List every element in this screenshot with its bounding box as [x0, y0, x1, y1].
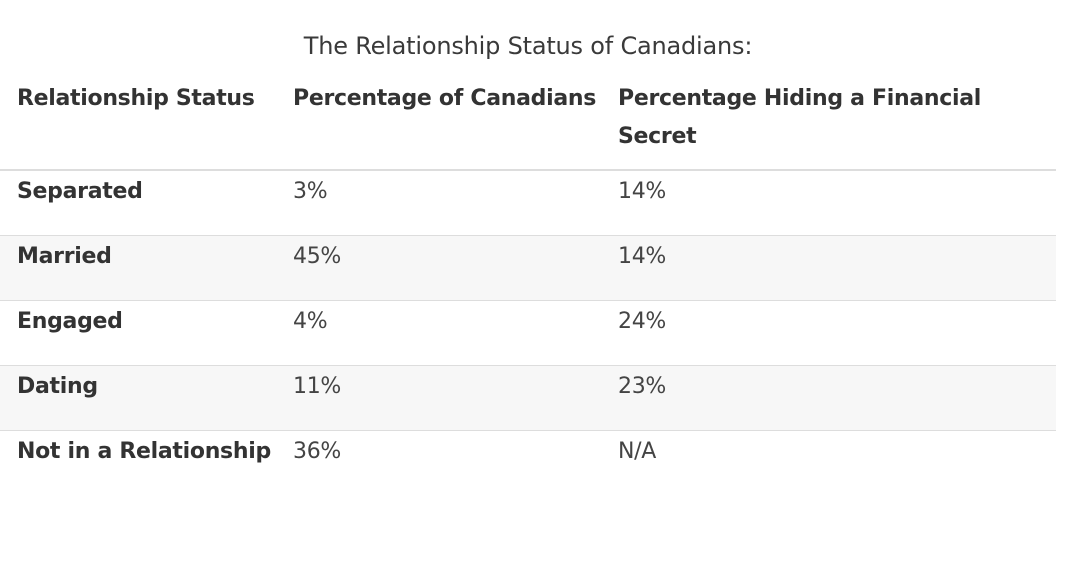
table-row: Not in a Relationship 36% N/A: [0, 429, 1056, 520]
table-row: Dating 11% 23%: [0, 364, 1056, 430]
table-row: Separated 3% 14%: [0, 169, 1056, 235]
table-caption: The Relationship Status of Canadians:: [303, 32, 753, 60]
cell-hiding-secret: 23%: [601, 364, 1056, 430]
cell-hiding-secret: 14%: [601, 169, 1056, 235]
cell-percentage: 11%: [276, 364, 601, 430]
cell-status: Not in a Relationship: [0, 429, 276, 520]
cell-status: Engaged: [0, 299, 276, 365]
header-percentage-hiding-secret: Percentage Hiding a Financial Secret: [601, 80, 1056, 171]
cell-status: Separated: [0, 169, 276, 235]
cell-percentage: 3%: [276, 169, 601, 235]
relationship-status-table: Relationship Status Percentage of Canadi…: [0, 80, 1056, 520]
cell-percentage: 4%: [276, 299, 601, 365]
cell-hiding-secret: 24%: [601, 299, 1056, 365]
cell-percentage: 36%: [276, 429, 601, 520]
cell-status: Married: [0, 234, 276, 300]
header-percentage-of-canadians: Percentage of Canadians: [276, 80, 601, 171]
header-relationship-status: Relationship Status: [0, 80, 276, 171]
table-header-row: Relationship Status Percentage of Canadi…: [0, 80, 1056, 171]
table-row: Married 45% 14%: [0, 234, 1056, 300]
table-row: Engaged 4% 24%: [0, 299, 1056, 365]
cell-status: Dating: [0, 364, 276, 430]
cell-hiding-secret: 14%: [601, 234, 1056, 300]
cell-hiding-secret: N/A: [601, 429, 1056, 520]
cell-percentage: 45%: [276, 234, 601, 300]
